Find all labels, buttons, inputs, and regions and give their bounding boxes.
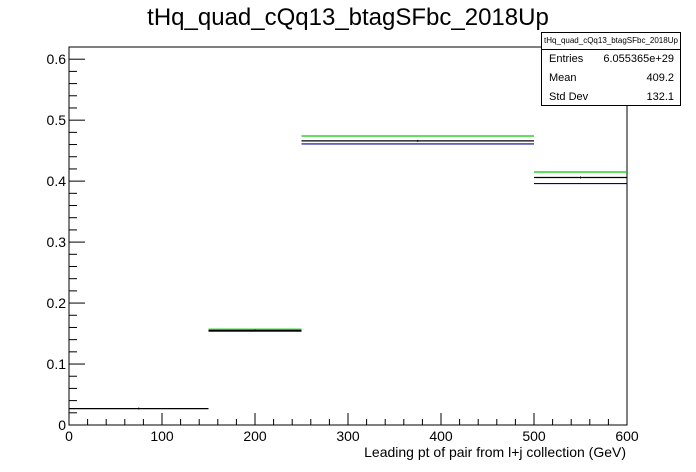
x-tick-label: 300 <box>336 428 360 444</box>
stats-row-mean: Mean 409.2 <box>542 69 680 88</box>
x-axis: 0 100 200 300 400 500 600 <box>65 413 639 444</box>
stats-box: tHq_quad_cQq13_btagSFbc_2018Up Entries 6… <box>541 32 681 106</box>
stats-row-entries: Entries 6.055365e+29 <box>542 50 680 69</box>
y-axis: 0 0.1 0.2 0.3 0.4 0.5 0.6 <box>47 51 85 433</box>
mean-label: Mean <box>549 72 577 84</box>
x-tick-label: 100 <box>150 428 174 444</box>
entries-label: Entries <box>549 53 584 65</box>
y-tick-label: 0.2 <box>47 295 67 311</box>
stats-box-title: tHq_quad_cQq13_btagSFbc_2018Up <box>542 33 680 50</box>
y-tick-label: 0.5 <box>47 112 67 128</box>
x-tick-label: 200 <box>243 428 267 444</box>
y-tick-label: 0.1 <box>47 356 67 372</box>
x-tick-label: 400 <box>429 428 453 444</box>
y-tick-label: 0 <box>58 417 66 433</box>
histogram-bins <box>69 135 627 410</box>
mean-value: 409.2 <box>646 72 674 84</box>
stddev-label: Std Dev <box>549 91 589 103</box>
y-tick-label: 0.3 <box>47 234 67 250</box>
x-tick-label: 0 <box>65 428 73 444</box>
x-tick-label: 500 <box>522 428 546 444</box>
stats-row-stddev: Std Dev 132.1 <box>542 88 680 107</box>
chart-title: tHq_quad_cQq13_btagSFbc_2018Up <box>147 4 549 31</box>
entries-value: 6.055365e+29 <box>603 53 674 65</box>
x-tick-label: 600 <box>615 428 639 444</box>
y-tick-label: 0.6 <box>47 51 67 67</box>
stddev-value: 132.1 <box>646 91 674 103</box>
x-axis-label: Leading pt of pair from l+j collection (… <box>364 444 626 460</box>
y-tick-label: 0.4 <box>47 173 67 189</box>
